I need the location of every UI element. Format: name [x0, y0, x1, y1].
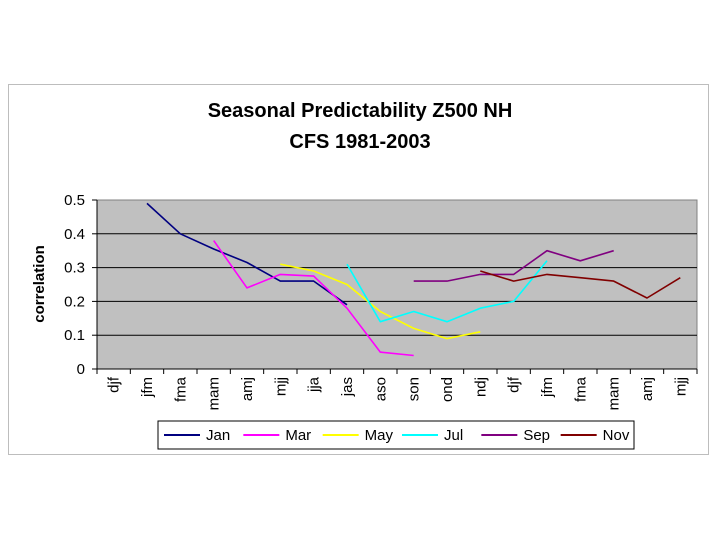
- series-line-nov: [480, 270, 681, 299]
- x-tick-label: mjj: [672, 377, 689, 396]
- chart-subtitle: CFS 1981-2003: [289, 131, 430, 153]
- x-tick-label: amj: [239, 377, 256, 401]
- legend-label-jan: Jan: [206, 427, 230, 444]
- y-tick-label: 0: [77, 361, 85, 378]
- x-tick-label: aso: [372, 377, 389, 401]
- x-tick-label: jfm: [139, 377, 156, 398]
- legend-label-jul: Jul: [444, 427, 463, 444]
- legend-label-sep: Sep: [523, 427, 550, 444]
- y-tick-label: 0.5: [64, 192, 85, 209]
- x-tick-label: fma: [572, 376, 589, 402]
- x-tick-label: djf: [506, 376, 523, 393]
- x-tick-label: djf: [106, 376, 123, 393]
- legend-label-mar: Mar: [285, 427, 311, 444]
- x-tick-label: jja: [306, 376, 323, 393]
- legend: [157, 420, 635, 450]
- y-axis-title: correlation: [31, 245, 48, 323]
- plot-area: [96, 199, 698, 370]
- x-tick-label: jas: [339, 377, 356, 397]
- x-tick-label: fma: [172, 376, 189, 402]
- x-tick-label: ndj: [472, 377, 489, 397]
- y-tick-label: 0.1: [64, 327, 85, 344]
- x-tick-label: amj: [639, 377, 656, 401]
- series-line-mar: [213, 240, 414, 357]
- legend-label-nov: Nov: [603, 427, 630, 444]
- series-line-sep: [413, 249, 614, 282]
- x-tick-label: jfm: [539, 377, 556, 398]
- legend-label-may: May: [365, 427, 394, 444]
- y-tick-label: 0.3: [64, 260, 85, 277]
- series-line-jul: [346, 260, 548, 323]
- chart-title: Seasonal Predictability Z500 NH: [208, 100, 513, 122]
- y-tick-label: 0.2: [64, 293, 85, 310]
- x-tick-label: mam: [606, 377, 623, 410]
- y-tick-label: 0.4: [64, 226, 85, 243]
- series-line-jan: [146, 202, 348, 306]
- x-tick-label: mjj: [272, 377, 289, 396]
- x-tick-label: mam: [206, 377, 223, 410]
- series-line-may: [280, 263, 481, 340]
- x-tick-label: son: [406, 377, 423, 401]
- x-tick-label: ond: [439, 377, 456, 402]
